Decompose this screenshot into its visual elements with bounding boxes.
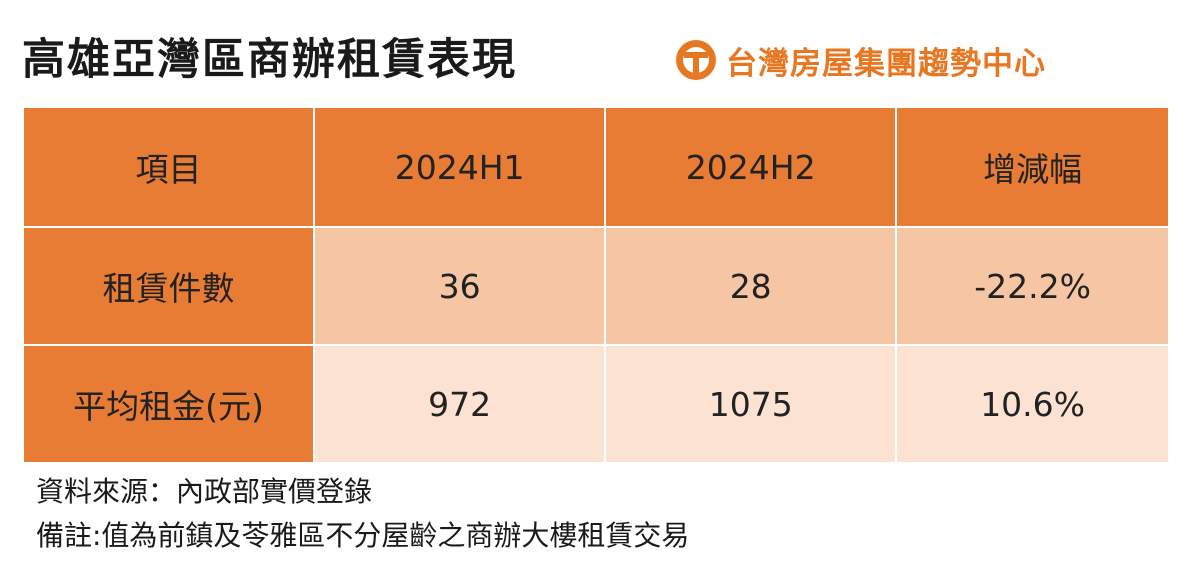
brand-logo-icon bbox=[676, 40, 716, 80]
header: 高雄亞灣區商辦租賃表現 台灣房屋集團趨勢中心 bbox=[22, 28, 1172, 92]
row-label-rental-count: 租賃件數 bbox=[21, 226, 316, 346]
source-note: 資料來源：內政部實價登錄 bbox=[36, 475, 373, 508]
rental-table: 項目 2024H1 2024H2 增減幅 租賃件數 36 28 -22.2% 平… bbox=[21, 106, 1170, 464]
brand: 台灣房屋集團趨勢中心 bbox=[674, 38, 1046, 82]
brand-name: 台灣房屋集團趨勢中心 bbox=[726, 45, 1046, 82]
footnotes: 資料來源：內政部實價登錄 備註:值為前鎮及苓雅區不分屋齡之商辦大樓租賃交易 bbox=[36, 470, 1156, 558]
column-header-item: 項目 bbox=[21, 106, 316, 228]
table-header-row: 項目 2024H1 2024H2 增減幅 bbox=[21, 106, 1170, 228]
table-row: 平均租金(元) 972 1075 10.6% bbox=[21, 344, 1170, 464]
data-table: 項目 2024H1 2024H2 增減幅 租賃件數 36 28 -22.2% 平… bbox=[21, 106, 1170, 464]
page-title: 高雄亞灣區商辦租賃表現 bbox=[22, 35, 517, 85]
table-row: 租賃件數 36 28 -22.2% bbox=[21, 226, 1170, 346]
column-header-2024h2: 2024H2 bbox=[604, 106, 898, 228]
column-header-change: 增減幅 bbox=[895, 106, 1170, 228]
table-cell: 28 bbox=[604, 226, 898, 346]
table-cell: 10.6% bbox=[895, 344, 1170, 464]
table-cell: 972 bbox=[313, 344, 607, 464]
row-label-average-rent: 平均租金(元) bbox=[21, 344, 316, 464]
table-cell: -22.2% bbox=[895, 226, 1170, 346]
remark-note: 備註:值為前鎮及苓雅區不分屋齡之商辦大樓租賃交易 bbox=[36, 519, 690, 552]
column-header-2024h1: 2024H1 bbox=[313, 106, 607, 228]
table-cell: 1075 bbox=[604, 344, 898, 464]
table-cell: 36 bbox=[313, 226, 607, 346]
